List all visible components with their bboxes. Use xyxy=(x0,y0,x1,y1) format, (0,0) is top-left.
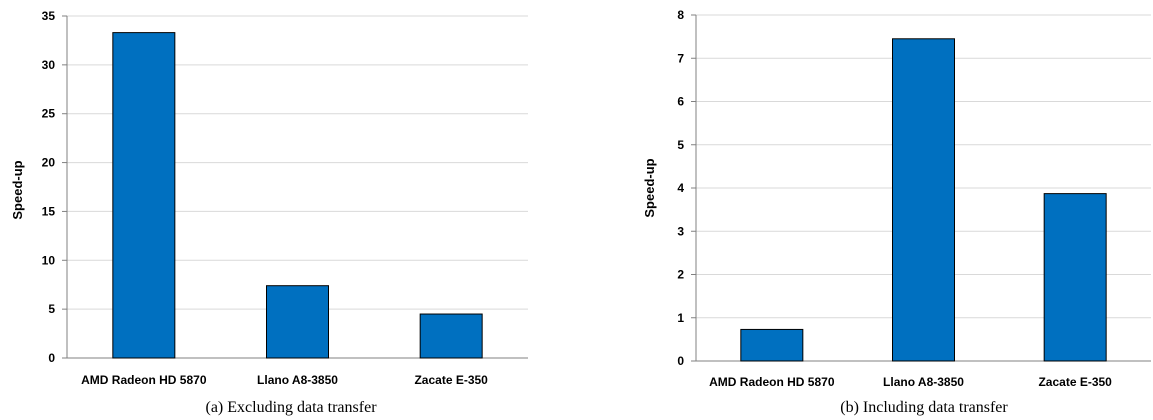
bar xyxy=(266,285,329,359)
y-tick-label: 15 xyxy=(42,204,56,218)
bar xyxy=(740,328,804,362)
y-tick-label: 3 xyxy=(677,224,684,238)
x-category-label: AMD Radeon HD 5870 xyxy=(81,373,207,387)
y-tick-label: 5 xyxy=(677,138,684,152)
y-tick-label: 35 xyxy=(42,9,56,23)
x-category-label: Zacate E-350 xyxy=(1038,375,1112,389)
y-tick-label: 5 xyxy=(48,302,55,316)
y-tick-label: 10 xyxy=(42,253,56,267)
y-axis-title: Speed-up xyxy=(642,158,657,217)
bar xyxy=(112,32,176,359)
bar xyxy=(892,38,955,362)
y-tick-label: 1 xyxy=(677,311,684,325)
y-axis-title: Speed-up xyxy=(10,160,25,219)
bar xyxy=(1043,193,1107,362)
y-tick-label: 6 xyxy=(677,95,684,109)
y-tick-label: 2 xyxy=(677,268,684,282)
x-category-label: Llano A8-3850 xyxy=(883,375,964,389)
bar xyxy=(419,313,483,359)
y-tick-label: 0 xyxy=(677,354,684,368)
y-tick-label: 20 xyxy=(42,156,56,170)
y-tick-label: 0 xyxy=(48,351,55,365)
chart-caption: (b) Including data transfer xyxy=(840,399,1008,416)
y-tick-label: 4 xyxy=(677,181,684,195)
chart-including-data-transfer: Speed-up (b) Including data transfer 0 1 2… xyxy=(642,8,1151,416)
x-category-label: AMD Radeon HD 5870 xyxy=(709,375,835,389)
y-tick-label: 25 xyxy=(42,107,56,121)
chart-excluding-data-transfer: Speed-up (a) Excluding data transfer 0 5 1… xyxy=(10,9,528,416)
chart-caption: (a) Excluding data transfer xyxy=(205,399,377,416)
y-tick-label: 8 xyxy=(677,8,684,22)
y-tick-label: 30 xyxy=(42,58,56,72)
x-category-label: Zacate E-350 xyxy=(414,373,488,387)
x-category-label: Llano A8-3850 xyxy=(257,373,338,387)
y-tick-label: 7 xyxy=(677,51,684,65)
